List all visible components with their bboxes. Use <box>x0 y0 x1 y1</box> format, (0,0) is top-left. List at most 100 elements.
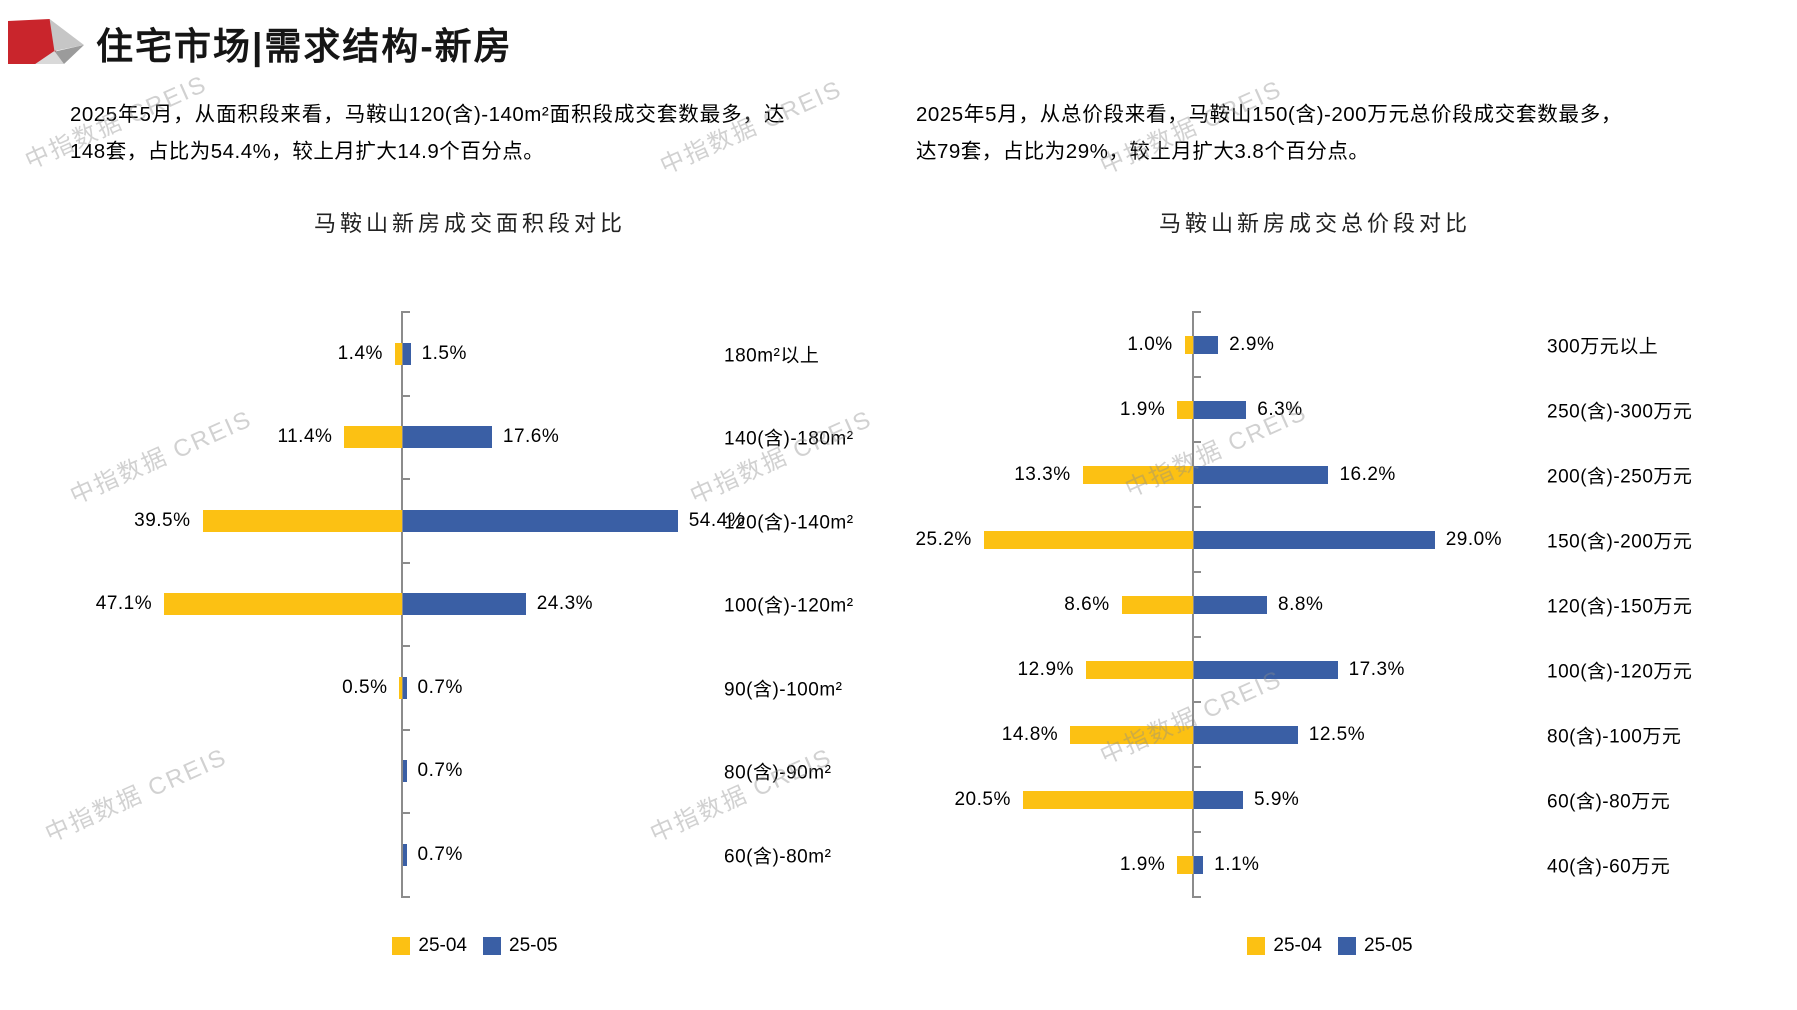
value-label-25-04: 20.5% <box>954 788 1011 810</box>
bar-25-05 <box>403 593 526 616</box>
value-label-25-04: 1.4% <box>337 342 383 364</box>
category-label: 200(含)-250万元 <box>1547 466 1693 487</box>
chart-title-price: 马鞍山新房成交总价段对比 <box>1158 211 1471 236</box>
value-label-25-05: 0.7% <box>417 760 463 782</box>
value-label-25-05: 1.5% <box>421 342 467 364</box>
axis-tick <box>1192 506 1201 508</box>
axis-tick <box>401 311 410 313</box>
summary-paragraph-price: 2025年5月，从总价段来看，马鞍山150(含)-200万元总价段成交套数最多，… <box>916 103 1622 163</box>
legend-swatch-25-05 <box>483 937 501 955</box>
bar-25-04 <box>1177 400 1193 419</box>
legend-entry-25-05: 25-05 <box>483 935 558 957</box>
category-label: 250(含)-300万元 <box>1547 401 1693 422</box>
value-label-25-04: 1.0% <box>1127 333 1173 355</box>
category-label: 180m²以上 <box>724 345 820 367</box>
value-label-25-05: 8.8% <box>1278 593 1324 615</box>
category-label: 140(含)-180m² <box>724 428 854 450</box>
axis-tick <box>1192 766 1201 768</box>
value-label-25-05: 12.5% <box>1308 723 1366 745</box>
legend-label: 25-04 <box>418 935 467 956</box>
chart-title-area: 马鞍山新房成交面积段对比 <box>313 211 626 236</box>
value-label-25-04: 13.3% <box>1014 463 1071 485</box>
bar-25-05 <box>1194 400 1247 419</box>
axis-tick <box>1192 831 1201 833</box>
page-title: 住宅市场|需求结构-新房 <box>96 26 513 67</box>
value-label-25-05: 16.2% <box>1339 463 1396 485</box>
bar-25-04 <box>1070 725 1193 744</box>
value-label-25-04: 1.9% <box>1119 853 1166 875</box>
bar-25-04 <box>1022 790 1193 809</box>
category-label: 150(含)-200万元 <box>1547 531 1693 552</box>
bar-25-05 <box>403 342 411 365</box>
value-label-25-05: 6.3% <box>1257 398 1303 420</box>
axis-tick <box>401 394 410 397</box>
bar-25-05 <box>1194 660 1338 679</box>
value-label-25-04: 12.9% <box>1017 658 1074 680</box>
bar-25-04 <box>399 676 402 699</box>
bar-25-04 <box>1121 595 1193 614</box>
bar-25-05 <box>1194 790 1243 809</box>
bar-25-04 <box>394 342 402 365</box>
value-label-25-04: 47.1% <box>95 593 153 615</box>
axis-tick <box>401 812 410 814</box>
value-label-25-04: 8.6% <box>1064 593 1110 615</box>
value-label-25-04: 11.4% <box>277 426 333 448</box>
legend-entry-25-05: 25-05 <box>1338 935 1413 957</box>
axis-tick <box>401 728 410 731</box>
value-axis <box>1192 312 1194 897</box>
bar-25-05 <box>403 843 407 866</box>
value-label-25-04: 1.9% <box>1119 398 1166 420</box>
axis-tick <box>1192 571 1201 573</box>
bar-25-04 <box>1184 335 1193 354</box>
axis-tick <box>1192 441 1201 443</box>
legend-swatch-25-04 <box>1247 937 1266 955</box>
axis-tick <box>401 645 410 647</box>
value-label-25-05: 0.7% <box>417 843 463 865</box>
value-label-25-04: 39.5% <box>134 509 191 531</box>
axis-tick <box>401 561 410 564</box>
chart-legend: 25-04 25-05 <box>905 935 1755 957</box>
legend-entry-25-04: 25-04 <box>1247 935 1322 957</box>
category-label: 90(含)-100m² <box>724 679 843 701</box>
category-label: 40(含)-60万元 <box>1547 856 1671 877</box>
axis-tick <box>1192 701 1201 703</box>
bar-25-04 <box>164 593 402 616</box>
value-label-25-05: 54.4% <box>688 509 746 531</box>
value-label-25-05: 17.3% <box>1348 658 1405 680</box>
value-label-25-05: 29.0% <box>1445 528 1503 550</box>
value-label-25-05: 2.9% <box>1229 333 1275 355</box>
axis-tick <box>1192 376 1201 378</box>
chart-legend: 25-04 25-05 <box>60 935 890 957</box>
bar-25-05 <box>403 676 407 699</box>
category-label: 80(含)-100万元 <box>1547 726 1682 747</box>
bar-25-05 <box>1194 725 1298 744</box>
legend-label: 25-04 <box>1273 935 1322 956</box>
bar-25-05 <box>403 509 678 532</box>
bar-25-04 <box>1082 465 1193 484</box>
bar-25-05 <box>403 760 407 783</box>
legend-label: 25-05 <box>509 935 558 956</box>
bar-25-05 <box>1194 530 1435 549</box>
bar-25-05 <box>1194 465 1329 484</box>
category-label: 100(含)-120万元 <box>1547 661 1693 682</box>
legend-swatch-25-04 <box>392 937 411 955</box>
value-label-25-05: 24.3% <box>536 593 594 615</box>
bar-25-04 <box>344 426 402 449</box>
brand-logo <box>8 16 88 66</box>
value-label-25-05: 0.7% <box>417 676 463 698</box>
value-label-25-05: 5.9% <box>1253 788 1300 810</box>
category-label: 60(含)-80m² <box>724 846 832 868</box>
value-label-25-04: 14.8% <box>1001 723 1059 745</box>
legend-label: 25-05 <box>1364 935 1413 956</box>
bar-25-04 <box>1085 660 1193 679</box>
bar-25-05 <box>1194 335 1219 354</box>
axis-tick <box>401 478 410 480</box>
axis-tick <box>1192 636 1201 638</box>
chart-area-segments: 1.4% 1.5% 180m²以上 11.4% 17.6% 140(含)-180m² 39.… <box>60 290 890 990</box>
value-label-25-05: 17.6% <box>502 426 560 448</box>
value-label-25-05: 1.1% <box>1214 853 1260 875</box>
axis-tick <box>1192 311 1201 313</box>
bar-25-05 <box>1194 595 1268 614</box>
bar-25-04 <box>983 530 1193 549</box>
value-axis <box>401 312 403 897</box>
